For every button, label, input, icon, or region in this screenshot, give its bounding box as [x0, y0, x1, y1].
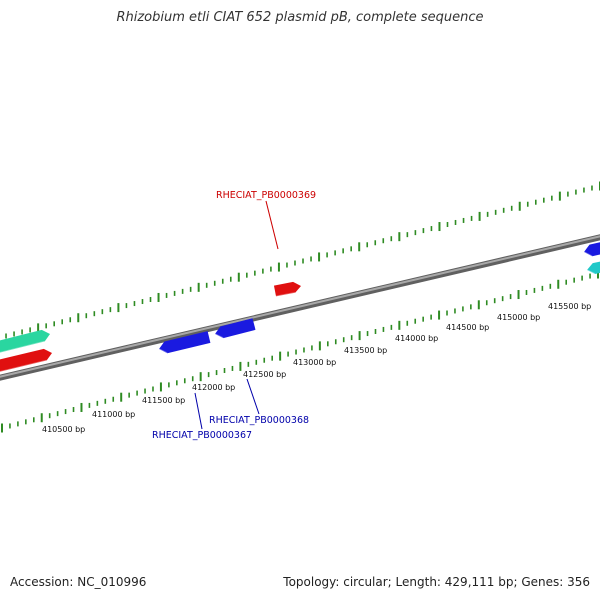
gene-label-leader	[246, 378, 260, 415]
feature-teal-left	[0, 329, 50, 354]
scale-label: 413500 bp	[344, 346, 387, 355]
gene-label: RHECIAT_PB0000367	[152, 430, 252, 441]
feature-cyan-right-body	[587, 261, 600, 274]
scale-label: 414500 bp	[446, 323, 489, 332]
gene-rheciat-pb0000368-body	[215, 318, 256, 339]
scale-label: 410500 bp	[42, 425, 85, 434]
gene-rheciat-pb0000367-highlight	[158, 348, 168, 354]
scale-label: 414000 bp	[395, 334, 438, 343]
gene-rheciat-pb0000369-body	[273, 281, 301, 297]
scale-label: 412500 bp	[243, 370, 286, 379]
scale-label: 415000 bp	[497, 313, 540, 322]
inner-tick-track	[1, 269, 599, 433]
gene-rheciat-pb0000367-body	[159, 331, 211, 354]
feature-teal-left-body	[0, 329, 50, 353]
feature-cyan-right-highlight	[586, 269, 596, 275]
gene-reverse-right-body	[584, 242, 600, 257]
feature-teal-left-highlight	[0, 340, 45, 354]
gene-rheciat-pb0000369	[273, 281, 301, 298]
accession-text: Accession: NC_010996	[10, 575, 147, 589]
feature-cyan-right	[586, 261, 600, 275]
gene-rheciat-pb0000367	[158, 331, 211, 354]
scale-label: 415500 bp	[548, 302, 591, 311]
outer-tick-track	[5, 181, 600, 339]
gene-label-leader	[265, 200, 279, 250]
gene-reverse-right	[583, 242, 600, 257]
gene-rheciat-pb0000368-highlight	[214, 333, 224, 339]
scale-label: 411000 bp	[92, 410, 135, 419]
scale-label: 411500 bp	[142, 396, 185, 405]
gene-reverse-right-highlight	[583, 251, 593, 257]
gene-features	[0, 242, 600, 373]
scale-labels: 410500 bp 411000 bp 411500 bp 412000 bp 4125…	[42, 302, 591, 434]
gene-rheciat-pb0000369-highlight	[275, 291, 296, 298]
map-title: Rhizobium etli CIAT 652 plasmid pB, comp…	[116, 10, 484, 25]
gene-label-leader	[194, 392, 203, 430]
gene-label: RHECIAT_PB0000369	[216, 190, 316, 201]
gene-forward-left-body	[0, 348, 52, 372]
gene-forward-left-highlight	[0, 359, 47, 373]
gene-labels: RHECIAT_PB0000369 RHECIAT_PB0000368 RHECIA…	[152, 190, 316, 441]
topology-summary: Topology: circular; Length: 429,111 bp; …	[283, 575, 590, 589]
scale-label: 413000 bp	[293, 358, 336, 367]
sequence-backbone	[0, 234, 600, 381]
scale-label: 412000 bp	[192, 383, 235, 392]
gene-rheciat-pb0000368	[214, 318, 256, 339]
gene-forward-left	[0, 348, 52, 373]
gene-label: RHECIAT_PB0000368	[209, 415, 309, 426]
